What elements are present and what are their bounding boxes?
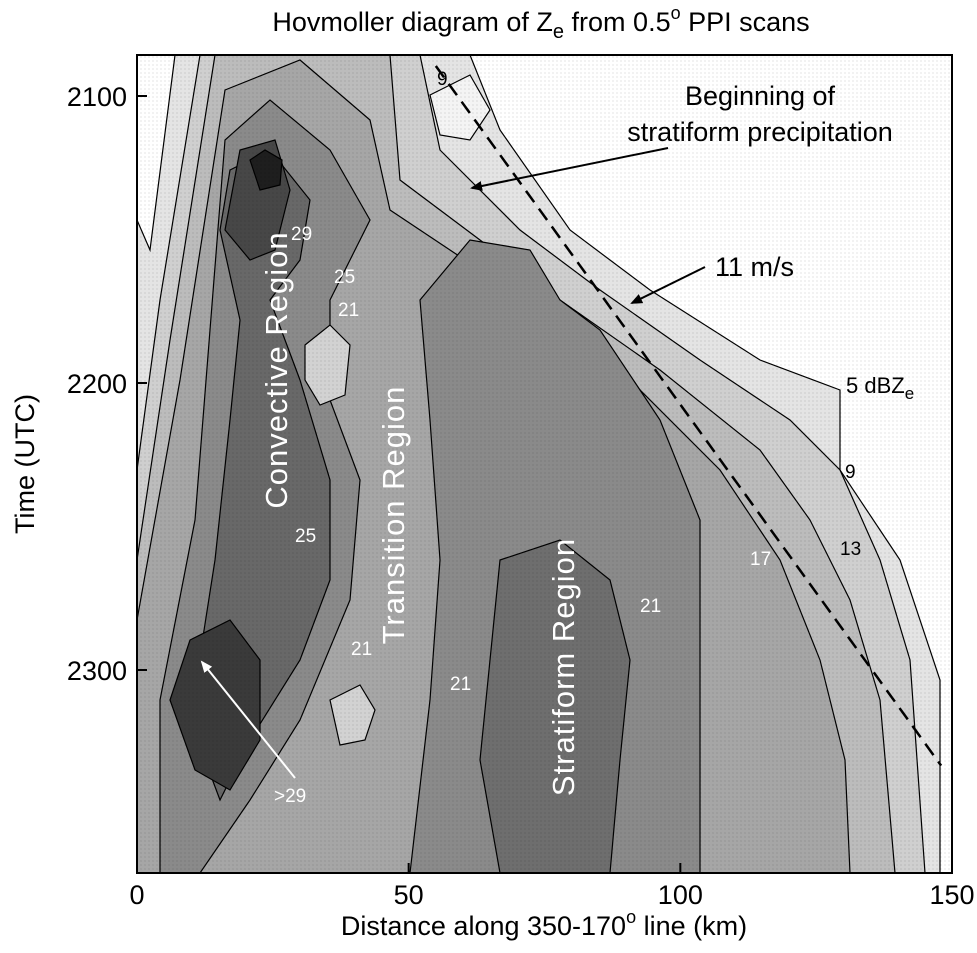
x-axis-label: Distance along 350-170o line (km) — [341, 907, 747, 941]
x-tick-label: 0 — [129, 880, 144, 910]
contour-label-25-lower: 25 — [295, 526, 316, 547]
annotation-level-13-right: 13 — [840, 539, 861, 560]
contour-fill-layer — [137, 55, 952, 873]
dashed-speed-line — [434, 65, 943, 767]
annotation-speed-arrow — [630, 266, 706, 304]
annotation-speed-label: 11 m/s — [715, 252, 794, 282]
contour-label-21-transition: 21 — [450, 674, 471, 695]
region-convective: Convective Region — [259, 231, 294, 508]
contour-label-21-stratiform: 21 — [640, 596, 661, 617]
chart-title: Hovmoller diagram of Ze from 0.5o PPI sc… — [272, 3, 809, 43]
contour-label-max: >29 — [274, 786, 306, 807]
annotation-beginning-line1: Beginning of — [685, 81, 836, 111]
x-axis-ticks: 0 50 100 150 — [129, 863, 975, 910]
plot-frame — [136, 54, 953, 874]
y-axis-label: Time (UTC) — [10, 394, 40, 534]
x-tick-label: 50 — [394, 880, 424, 910]
region-transition: Transition Region — [376, 386, 411, 645]
x-tick-label: 150 — [929, 880, 974, 910]
y-tick-label: 2100 — [67, 82, 127, 112]
y-tick-label: 2300 — [67, 656, 127, 686]
contour-label-21-lower: 21 — [351, 639, 372, 660]
annotation-level-9-right: 9 — [845, 462, 856, 483]
region-stratiform: Stratiform Region — [546, 538, 581, 796]
annotation-5dbz: 5 dBZe — [846, 373, 914, 403]
contour-label-17: 17 — [750, 549, 771, 570]
y-tick-label: 2200 — [67, 369, 127, 399]
annotation-beginning-line2: stratiform precipitation — [627, 117, 893, 147]
contour-label-21-upper: 21 — [338, 300, 359, 321]
max-value-arrow — [200, 660, 296, 779]
y-axis-ticks: 2100 2200 2300 — [67, 82, 147, 686]
annotation-beginning-arrow — [470, 147, 669, 191]
annotation-level-9-top: 9 — [437, 69, 448, 90]
contour-label-29: 29 — [291, 224, 312, 245]
x-tick-label: 100 — [658, 880, 703, 910]
contour-label-25-upper: 25 — [334, 267, 355, 288]
